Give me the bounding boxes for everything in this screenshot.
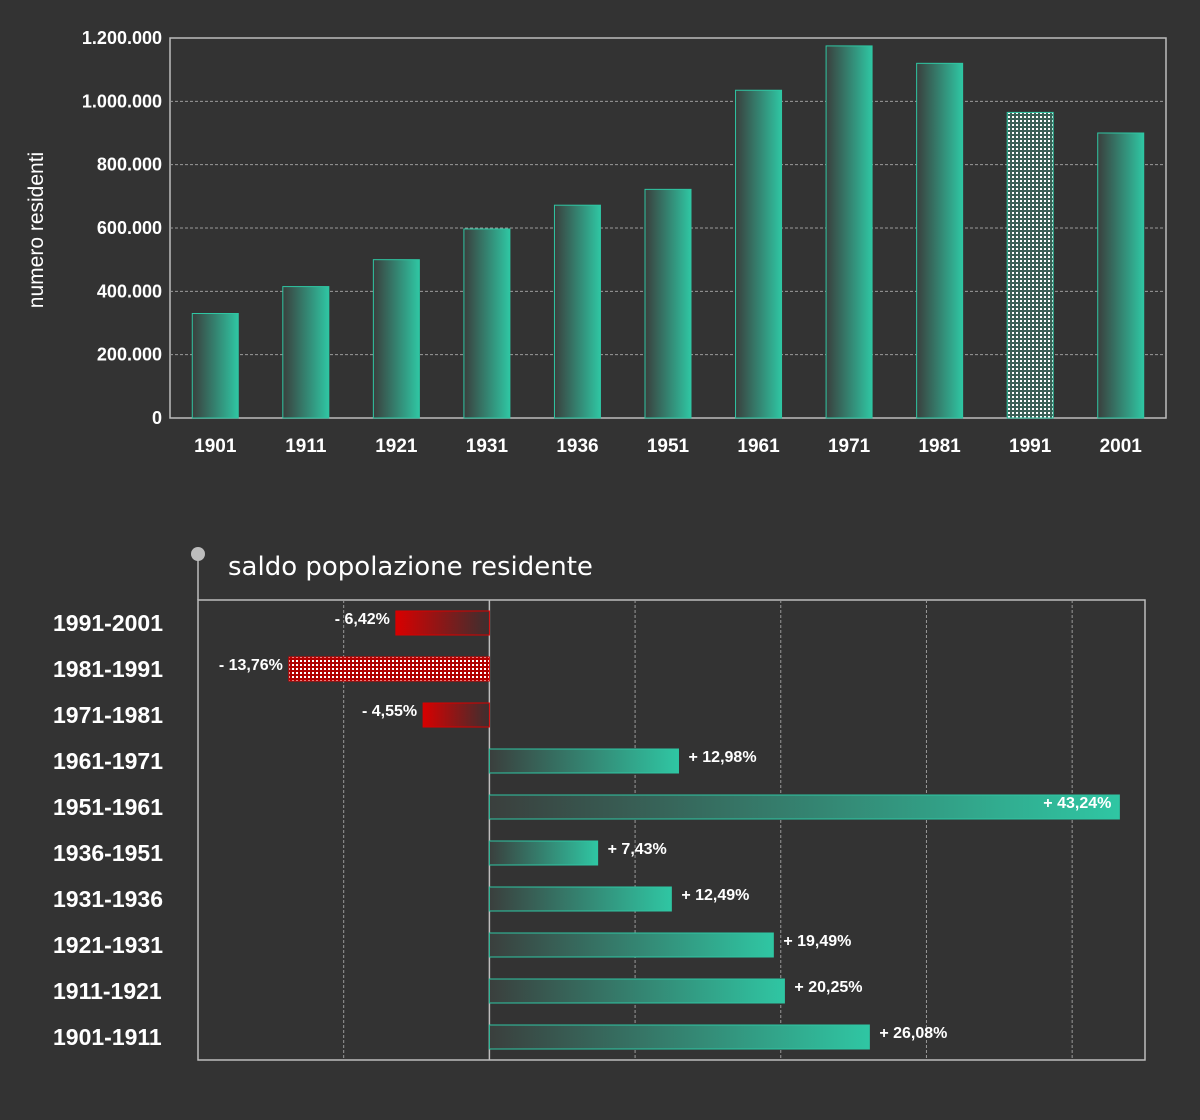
- bar-1951: [644, 188, 692, 419]
- bar-1991: [1006, 111, 1054, 419]
- y-tick-label: 800.000: [97, 155, 162, 175]
- bar-1931-1936: [488, 886, 672, 912]
- y-tick-label: 0: [152, 408, 162, 428]
- value-label: + 12,98%: [688, 749, 756, 766]
- bar-1971: [825, 45, 873, 419]
- bar-1911-1921: [488, 978, 785, 1004]
- value-label: - 13,76%: [219, 657, 283, 674]
- x-tick-label: 1991: [1009, 436, 1052, 457]
- population-bar-chart: 0 200.000 400.000 600.000 800.000 1.000.000 1.…: [25, 28, 1167, 457]
- category-label: 1931-1936: [53, 886, 163, 912]
- value-label: - 4,55%: [362, 703, 417, 720]
- chart-title: saldo popolazione residente: [228, 552, 593, 582]
- value-label: + 19,49%: [783, 933, 851, 950]
- category-label: 1911-1921: [53, 978, 162, 1004]
- value-label: + 43,24%: [1043, 795, 1111, 812]
- value-label: + 26,08%: [879, 1025, 947, 1042]
- y-tick-label: 600.000: [97, 218, 162, 238]
- bar-1961-1971: [488, 748, 679, 774]
- x-tick-label: 1921: [375, 436, 418, 457]
- value-label: + 20,25%: [794, 979, 862, 996]
- x-tick-label: 2001: [1100, 436, 1143, 457]
- category-label: 1951-1961: [53, 794, 163, 820]
- y-tick-label: 1.200.000: [82, 28, 162, 48]
- bar-1901: [191, 313, 239, 419]
- bar-1921: [372, 259, 420, 419]
- plot-frame: [197, 599, 1146, 1061]
- category-label: 1971-1981: [53, 702, 163, 728]
- x-tick-label: 1911: [285, 436, 327, 457]
- bar-1951-1961: [488, 794, 1120, 820]
- category-label: 1921-1931: [53, 932, 163, 958]
- x-tick-label: 1961: [737, 436, 780, 457]
- category-label: 1936-1951: [53, 840, 163, 866]
- category-label: 1901-1911: [53, 1024, 162, 1050]
- x-tick-label: 1901: [194, 436, 237, 457]
- x-tick-label: 1951: [647, 436, 690, 457]
- y-tick-label: 200.000: [97, 345, 162, 365]
- value-label: + 12,49%: [681, 887, 749, 904]
- bar-1981: [916, 62, 964, 419]
- x-tick-label: 1981: [918, 436, 961, 457]
- category-label: 1991-2001: [53, 610, 163, 636]
- saldo-bar-chart: saldo popolazione residente 1991-2001 198…: [53, 547, 1146, 1061]
- x-tick-label: 1936: [556, 436, 598, 457]
- bar-1961: [735, 89, 783, 419]
- bar-1901-1911: [488, 1024, 870, 1050]
- bar-1931: [463, 228, 511, 419]
- y-tick-label: 400.000: [97, 281, 162, 301]
- bar-1936: [553, 204, 601, 419]
- bar-1971-1981: [422, 702, 490, 728]
- bar-1911: [282, 286, 330, 419]
- x-tick-label: 1971: [828, 436, 871, 457]
- bar-1981-1991: [288, 656, 490, 682]
- x-tick-label: 1931: [466, 436, 509, 457]
- value-label: - 6,42%: [335, 611, 390, 628]
- y-axis-label: numero residenti: [25, 152, 48, 308]
- category-label: 1981-1991: [53, 656, 163, 682]
- bar-1991-2001: [395, 610, 490, 636]
- category-label: 1961-1971: [53, 748, 163, 774]
- y-tick-label: 1.000.000: [82, 91, 162, 111]
- bar-2001: [1097, 132, 1145, 419]
- bar-1921-1931: [488, 932, 774, 958]
- bar-1936-1951: [488, 840, 599, 866]
- value-label: + 7,43%: [608, 841, 667, 858]
